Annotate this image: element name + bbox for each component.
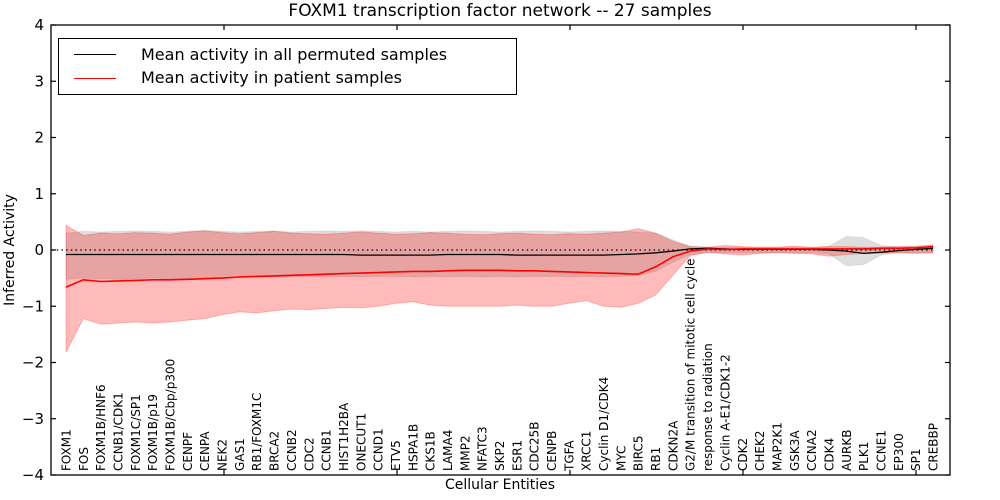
x-category-label: SKP2 xyxy=(493,441,507,471)
patient-confidence-band xyxy=(65,224,934,353)
x-category-label: CHEK2 xyxy=(753,431,767,472)
y-tick-label: 3 xyxy=(34,72,44,90)
chart-title: FOXM1 transcription factor network -- 27… xyxy=(288,1,712,21)
x-category-label: XRCC1 xyxy=(580,431,594,471)
x-category-label: RB1/FOXM1C xyxy=(250,393,264,471)
x-category-label: RB1 xyxy=(649,447,663,471)
x-category-label: ESR1 xyxy=(510,440,524,471)
x-axis xyxy=(223,25,917,475)
legend-label: Mean activity in patient samples xyxy=(141,68,402,88)
x-category-label: CENPB xyxy=(545,431,559,471)
x-axis-title: Cellular Entities xyxy=(444,477,556,493)
x-category-label: CDK4 xyxy=(823,438,837,471)
x-category-label: CDC25B xyxy=(528,422,542,472)
x-category-labels: FOXM1 FOS FOXM1B/HNF6 CCNB1/CDK1 FOXM1C/SP1 F… xyxy=(60,258,941,472)
x-category-label: CENPA xyxy=(198,431,212,471)
patient-line-swatch xyxy=(74,77,116,79)
x-category-label: G2/M transition of mitotic cell cycle xyxy=(684,258,698,471)
x-category-label: Cyclin A-E1/CDK1-2 xyxy=(718,354,732,471)
x-category-label: MMP2 xyxy=(458,435,472,471)
x-category-label: BRCA2 xyxy=(268,431,282,471)
x-category-label: CCND1 xyxy=(372,428,386,471)
x-category-label: CREBBP xyxy=(927,423,941,471)
y-tick-label: 1 xyxy=(34,185,44,203)
x-category-label: PLK1 xyxy=(857,442,871,471)
x-category-label: FOS xyxy=(77,447,91,471)
x-category-label: ETV5 xyxy=(389,440,403,471)
y-axis: 4 3 2 1 0 −1 −2 −3 −4 xyxy=(22,16,950,484)
x-category-label: HIST1H2BA xyxy=(337,402,351,471)
x-category-label: GAS1 xyxy=(233,438,247,471)
x-category-label: BIRC5 xyxy=(632,435,646,471)
x-category-label: CCNA2 xyxy=(805,429,819,471)
x-category-label: response to radiation xyxy=(701,343,715,471)
x-category-label: HSPA1B xyxy=(406,424,420,471)
x-category-label: SP1 xyxy=(909,449,923,472)
x-category-label: CCNE1 xyxy=(875,430,889,471)
x-category-label: FOXM1B/HNF6 xyxy=(94,384,108,471)
y-tick-label: −3 xyxy=(22,410,44,428)
x-category-label: FOXM1B/p19 xyxy=(146,394,160,471)
legend-entry-permuted: Mean activity in all permuted samples xyxy=(59,44,516,64)
x-category-label: CKS1B xyxy=(424,431,438,471)
x-category-label: CDK2 xyxy=(736,438,750,471)
x-category-label: MYC xyxy=(614,446,628,471)
permuted-line-swatch xyxy=(74,54,116,56)
x-category-label: LAMA4 xyxy=(441,430,455,471)
x-category-label: CENPF xyxy=(181,432,195,471)
x-category-label: AURKB xyxy=(840,430,854,471)
legend-entry-patient: Mean activity in patient samples xyxy=(59,69,516,87)
x-category-label: CCNB1 xyxy=(320,429,334,471)
y-tick-label: 2 xyxy=(34,129,44,147)
x-category-label: ONECUT1 xyxy=(354,413,368,471)
y-tick-label: 0 xyxy=(34,241,44,259)
x-category-label: Cyclin D1/CDK4 xyxy=(597,377,611,471)
x-category-label: CCNB1/CDK1 xyxy=(112,392,126,471)
legend-label: Mean activity in all permuted samples xyxy=(141,44,448,64)
x-category-label: CDC2 xyxy=(302,437,316,471)
x-category-label: TGFA xyxy=(562,440,576,472)
x-category-label: FOXM1C/SP1 xyxy=(129,394,143,471)
x-category-label: NEK2 xyxy=(216,439,230,471)
legend-box: Mean activity in all permuted samples Me… xyxy=(58,38,517,95)
y-tick-label: 4 xyxy=(34,16,44,34)
y-tick-label: −2 xyxy=(22,354,44,372)
x-category-label: CCNB2 xyxy=(285,429,299,471)
x-category-label: FOXM1B/Cbp/p300 xyxy=(164,359,178,471)
y-tick-label: −4 xyxy=(22,466,44,484)
x-category-label: GSK3A xyxy=(788,430,802,471)
mean-activity-patient-line xyxy=(65,245,934,288)
x-category-label: MAP2K1 xyxy=(770,422,784,471)
x-category-label: NFATC3 xyxy=(476,426,490,471)
x-category-label: FOXM1 xyxy=(60,429,74,471)
y-tick-label: −1 xyxy=(22,297,44,315)
x-category-label: CDKN2A xyxy=(666,420,680,471)
y-axis-title: Inferred Activity xyxy=(2,194,18,306)
x-category-label: EP300 xyxy=(892,433,906,471)
